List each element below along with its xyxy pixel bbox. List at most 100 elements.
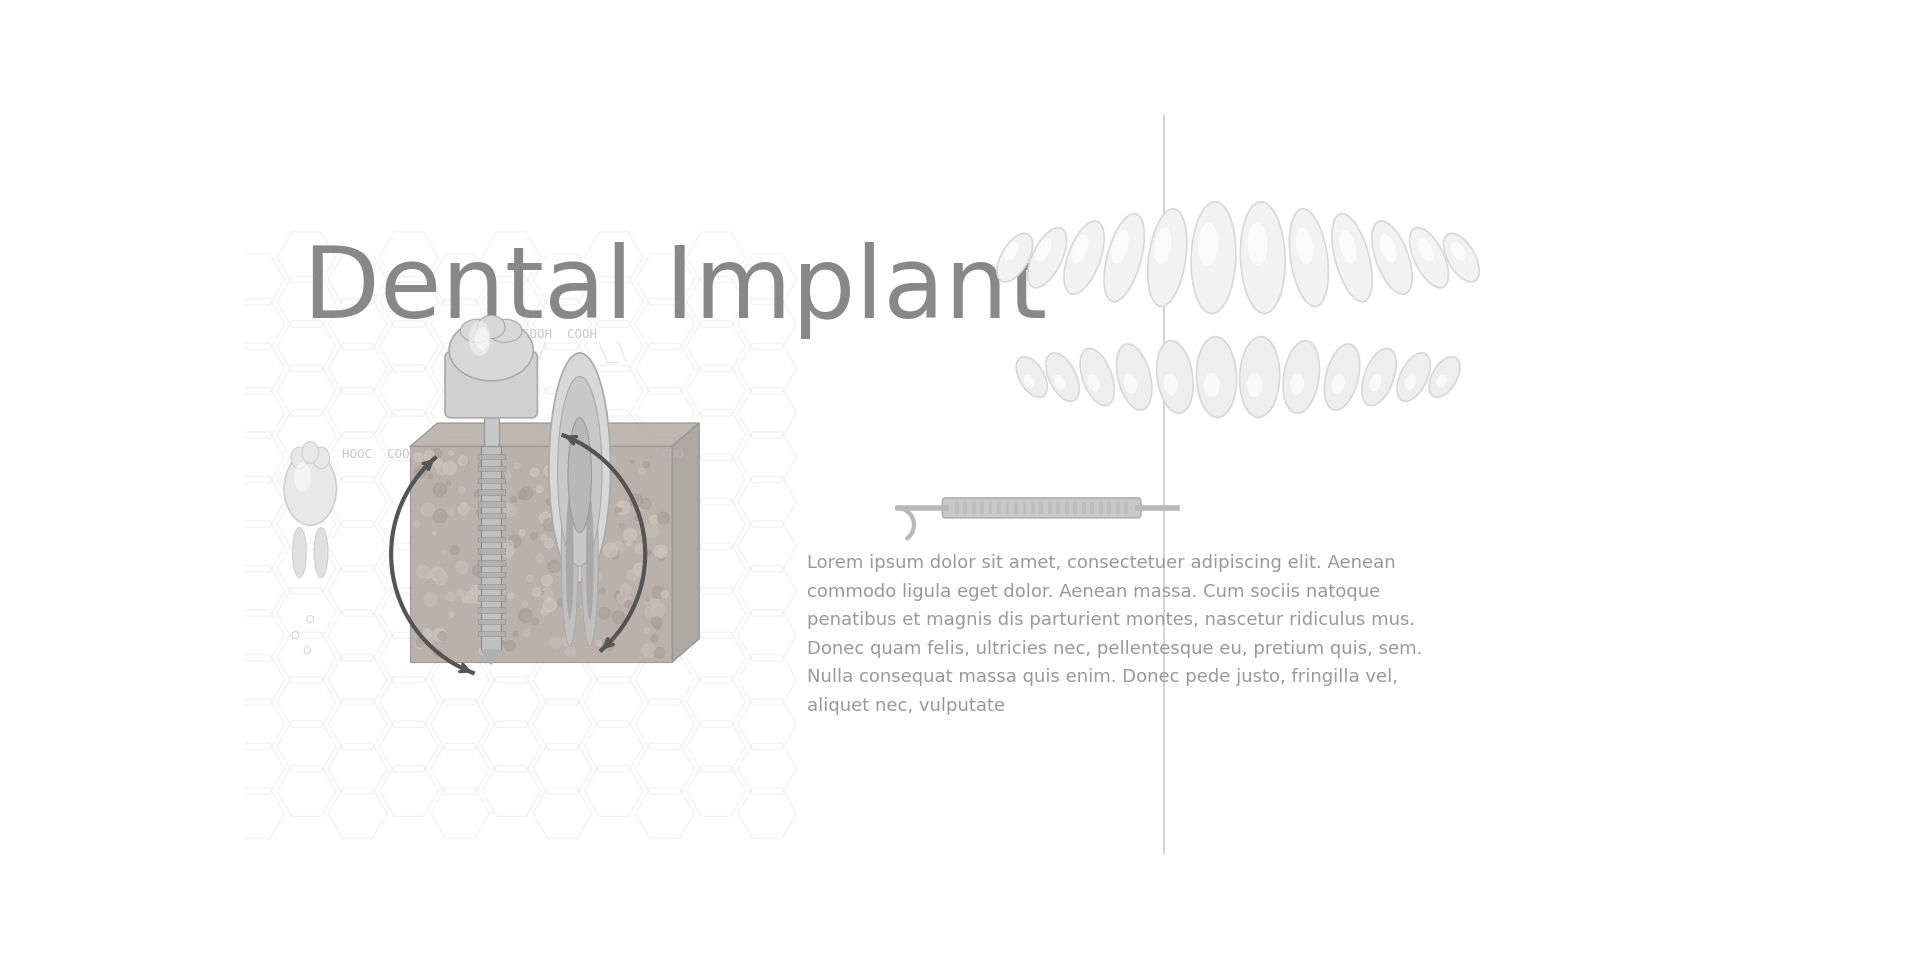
Circle shape [417, 638, 424, 646]
Ellipse shape [1409, 228, 1448, 288]
Circle shape [470, 586, 482, 596]
Ellipse shape [1405, 374, 1417, 390]
Circle shape [659, 549, 664, 556]
FancyBboxPatch shape [478, 466, 505, 471]
Circle shape [588, 488, 599, 498]
Circle shape [530, 533, 538, 540]
Ellipse shape [1196, 337, 1236, 418]
Circle shape [474, 492, 480, 497]
Circle shape [509, 535, 520, 548]
Ellipse shape [561, 469, 578, 646]
Circle shape [492, 470, 505, 483]
Ellipse shape [1204, 373, 1219, 397]
Circle shape [620, 523, 624, 528]
Circle shape [601, 454, 614, 468]
Circle shape [536, 555, 543, 563]
Circle shape [459, 504, 468, 515]
Circle shape [645, 597, 649, 601]
Circle shape [536, 486, 543, 492]
Ellipse shape [461, 320, 493, 343]
Circle shape [580, 571, 593, 585]
Circle shape [547, 597, 551, 601]
Circle shape [651, 635, 659, 642]
Text: O: O [305, 615, 315, 625]
FancyBboxPatch shape [1108, 502, 1112, 514]
Circle shape [482, 499, 486, 505]
FancyBboxPatch shape [445, 351, 538, 418]
FancyBboxPatch shape [1116, 502, 1119, 514]
Circle shape [574, 492, 584, 503]
Circle shape [434, 483, 447, 496]
Circle shape [436, 575, 444, 582]
Circle shape [482, 481, 493, 494]
Ellipse shape [1331, 373, 1344, 394]
FancyBboxPatch shape [478, 619, 505, 624]
Circle shape [653, 587, 664, 598]
Circle shape [476, 509, 484, 516]
Ellipse shape [586, 496, 593, 620]
Circle shape [651, 617, 662, 628]
Ellipse shape [557, 376, 603, 566]
Circle shape [564, 560, 570, 564]
Ellipse shape [1016, 357, 1046, 397]
Circle shape [561, 492, 572, 504]
Ellipse shape [1444, 233, 1478, 282]
Circle shape [588, 595, 593, 600]
Ellipse shape [1246, 373, 1263, 397]
Circle shape [459, 456, 468, 466]
Circle shape [444, 462, 457, 474]
Circle shape [434, 570, 444, 580]
Circle shape [655, 545, 666, 558]
Circle shape [597, 452, 611, 465]
Circle shape [563, 493, 572, 504]
Circle shape [645, 607, 655, 617]
Circle shape [480, 647, 488, 655]
Circle shape [657, 512, 670, 524]
Circle shape [641, 643, 655, 658]
Circle shape [541, 588, 553, 600]
Circle shape [484, 487, 488, 491]
Circle shape [480, 617, 488, 624]
Ellipse shape [1087, 374, 1100, 392]
FancyBboxPatch shape [478, 584, 505, 589]
Circle shape [541, 535, 547, 540]
Circle shape [434, 650, 442, 657]
FancyBboxPatch shape [478, 572, 505, 577]
Ellipse shape [1154, 228, 1171, 264]
Circle shape [484, 607, 490, 612]
Ellipse shape [1112, 230, 1129, 264]
Ellipse shape [1035, 238, 1052, 261]
Circle shape [645, 628, 651, 634]
Ellipse shape [549, 353, 611, 582]
Circle shape [655, 648, 664, 659]
Ellipse shape [1296, 228, 1313, 264]
FancyBboxPatch shape [1031, 502, 1035, 514]
Circle shape [616, 501, 630, 515]
FancyBboxPatch shape [478, 631, 505, 636]
FancyBboxPatch shape [996, 502, 1000, 514]
FancyBboxPatch shape [1006, 502, 1010, 514]
Circle shape [486, 571, 490, 574]
Circle shape [655, 623, 660, 629]
Circle shape [566, 498, 570, 503]
FancyBboxPatch shape [1073, 502, 1077, 514]
Circle shape [566, 647, 576, 657]
Ellipse shape [1369, 374, 1382, 392]
Circle shape [599, 588, 605, 593]
Text: Lorem ipsum dolor sit amet, consectetuer adipiscing elit. Aenean
commodo ligula : Lorem ipsum dolor sit amet, consectetuer… [806, 554, 1423, 714]
Ellipse shape [478, 316, 505, 339]
Circle shape [545, 539, 553, 548]
Ellipse shape [1248, 223, 1267, 266]
Circle shape [630, 494, 643, 507]
Circle shape [649, 516, 659, 524]
Ellipse shape [1054, 374, 1066, 390]
Circle shape [417, 467, 426, 477]
Circle shape [488, 513, 499, 524]
FancyBboxPatch shape [1098, 502, 1102, 514]
Ellipse shape [1398, 352, 1430, 401]
Circle shape [559, 523, 572, 537]
Ellipse shape [1340, 230, 1357, 264]
FancyBboxPatch shape [478, 525, 505, 530]
Circle shape [582, 570, 593, 583]
FancyBboxPatch shape [979, 502, 983, 514]
